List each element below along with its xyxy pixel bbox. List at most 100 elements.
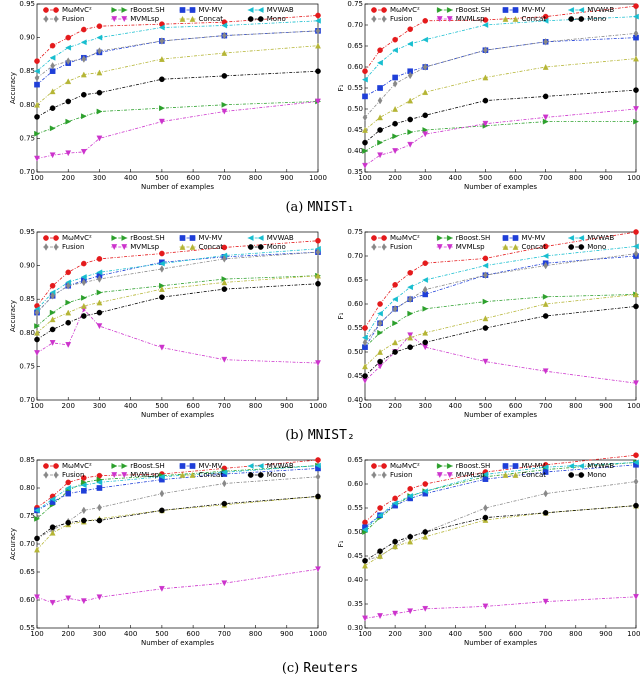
y-tick-label: 0.40 (347, 147, 363, 155)
legend-marker (43, 463, 49, 469)
y-tick-label: 0.50 (347, 528, 363, 536)
data-point (81, 517, 87, 524)
series-line (364, 454, 637, 523)
data-point (362, 363, 368, 370)
data-point (377, 548, 383, 555)
data-point (377, 358, 383, 365)
data-point (392, 74, 398, 81)
data-point (158, 473, 165, 480)
data-point (422, 89, 429, 96)
data-point (633, 29, 639, 38)
legend-marker (43, 15, 49, 23)
data-point (407, 493, 413, 499)
legend-marker (179, 7, 186, 13)
data-point (542, 464, 549, 471)
data-point (65, 519, 72, 526)
x-tick-label: 700 (539, 402, 552, 410)
x-tick-label: 800 (569, 630, 582, 638)
y-tick-label: 0.80 (19, 484, 35, 492)
legend-marker (257, 16, 264, 22)
legend-label: MVMLsp (456, 471, 485, 479)
series-line (36, 465, 319, 520)
x-tick-label: 1000 (627, 630, 640, 638)
x-tick-label: 100 (358, 402, 371, 410)
data-point (362, 338, 368, 347)
series-line (36, 568, 319, 604)
y-tick-label: 0.60 (347, 480, 363, 488)
data-point (422, 529, 429, 535)
data-point (542, 293, 549, 300)
data-point (632, 243, 639, 250)
data-point (407, 71, 413, 80)
y-tick-label: 0.55 (19, 624, 35, 632)
caption-dataset: Reuters (303, 661, 358, 676)
legend-label: MVMLsp (130, 15, 159, 23)
legend-marker (446, 7, 453, 13)
plot-frame (36, 3, 319, 173)
legend-label: rBoost.SH (130, 6, 165, 14)
legend-marker (43, 235, 49, 241)
y-tick-label: 0.45 (347, 126, 363, 134)
data-point (81, 488, 87, 494)
x-tick-label: 900 (599, 630, 612, 638)
x-axis-label: Number of examples (464, 411, 537, 419)
legend-marker (568, 7, 575, 13)
data-point (65, 309, 72, 316)
data-point (96, 517, 103, 524)
data-point (392, 495, 398, 502)
data-point (49, 88, 56, 95)
legend-marker (568, 463, 575, 469)
data-point (392, 610, 399, 617)
data-point (80, 274, 87, 280)
data-point (482, 74, 489, 81)
data-point (221, 244, 228, 251)
y-tick-label: 0.65 (347, 456, 363, 464)
x-tick-label: 300 (419, 630, 432, 638)
legend-label: MVMLsp (130, 243, 159, 251)
data-point (49, 524, 56, 531)
x-tick-label: 300 (419, 174, 432, 182)
legend-marker (179, 243, 186, 250)
data-point (482, 514, 489, 521)
data-point (422, 127, 429, 133)
data-point (542, 63, 549, 70)
data-point (222, 31, 227, 40)
data-point (422, 488, 429, 495)
legend-marker (512, 235, 519, 241)
data-point (158, 344, 165, 351)
caption: (c) Reuters (282, 661, 358, 676)
data-point (221, 101, 228, 108)
legend-marker (121, 472, 128, 479)
x-tick-label: 700 (539, 630, 552, 638)
data-point (542, 253, 549, 259)
x-axis-label: Number of examples (464, 183, 537, 191)
series-line (364, 37, 637, 97)
series-line (36, 30, 319, 79)
data-point (482, 603, 489, 610)
data-point (80, 71, 87, 78)
data-point (633, 303, 639, 310)
legend-marker (189, 235, 196, 241)
data-point (377, 613, 383, 620)
plot-frame (36, 231, 319, 401)
legend-marker (436, 244, 443, 251)
legend-marker (381, 463, 387, 469)
series-line (364, 505, 637, 562)
y-tick-label: 0.55 (347, 324, 363, 332)
y-axis-label: F₁ (337, 540, 345, 547)
legend-marker (512, 463, 519, 469)
legend-marker (568, 244, 575, 250)
data-point (543, 261, 548, 270)
legend-label: MωMvC² (62, 6, 92, 14)
y-tick-label: 0.70 (347, 252, 363, 260)
data-point (361, 76, 368, 83)
y-tick-label: 0.85 (19, 456, 35, 464)
data-point (159, 507, 165, 514)
legend-marker (189, 243, 196, 250)
legend-marker (53, 471, 59, 479)
legend-label: rBoost.SH (456, 234, 491, 242)
y-tick-label: 0.70 (19, 168, 35, 176)
legend-marker (502, 15, 509, 22)
legend-marker (568, 235, 575, 241)
legend-marker (53, 243, 59, 251)
